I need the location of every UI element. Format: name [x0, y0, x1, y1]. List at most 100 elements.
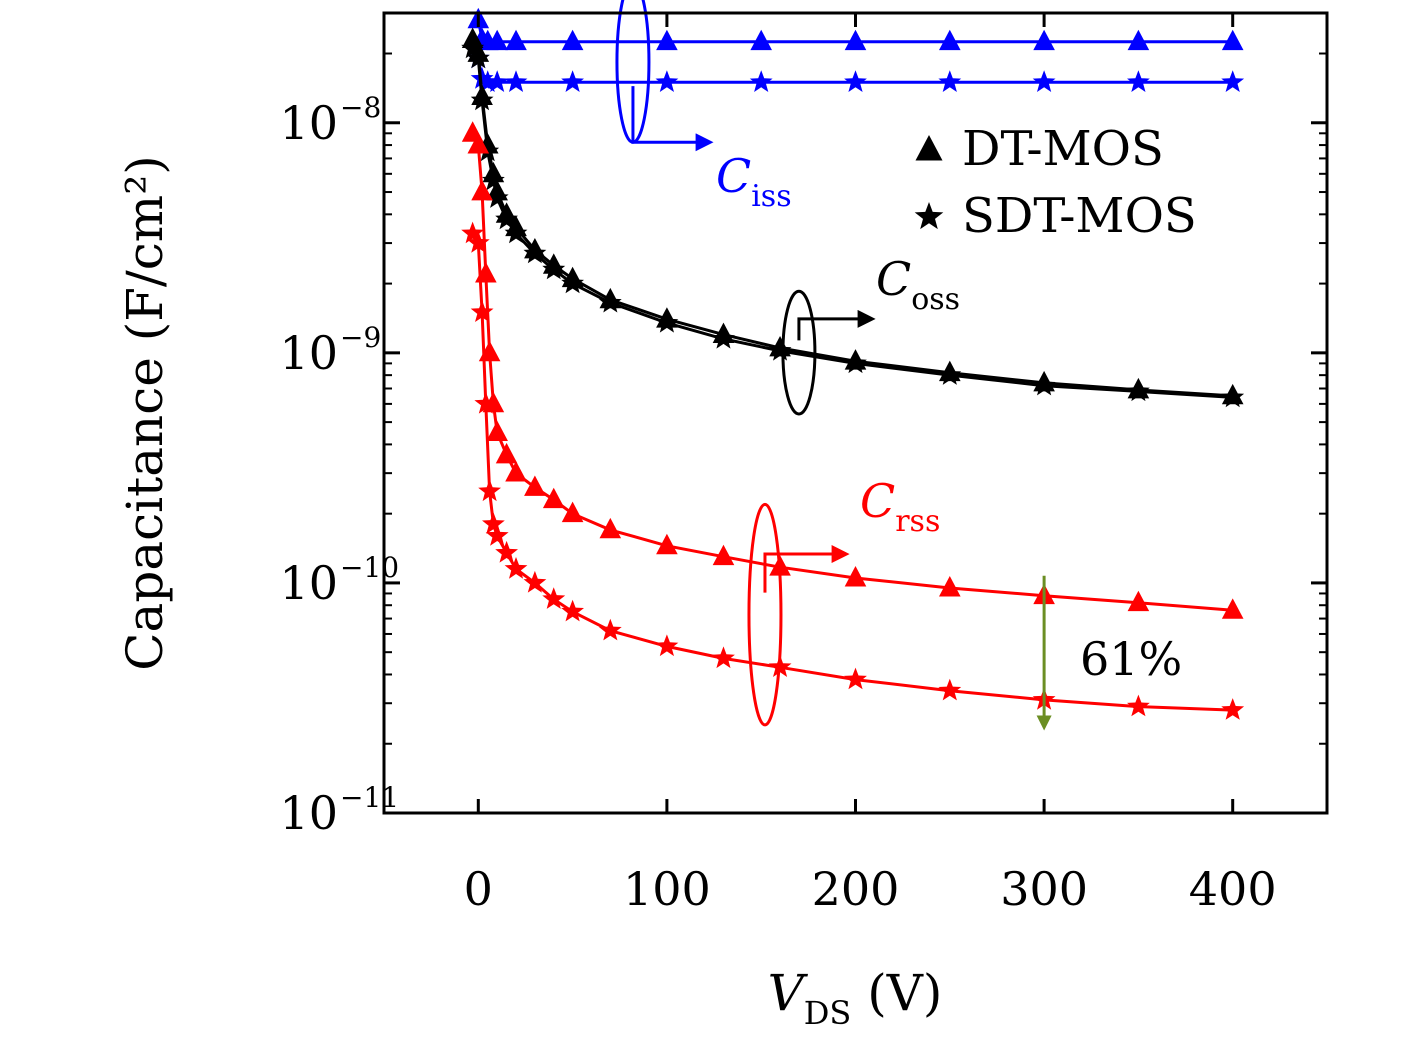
- data-point-crss-dt-mos: [561, 501, 584, 523]
- data-point-coss-sdt-mos: [523, 241, 547, 264]
- y-tick-label: 10: [279, 786, 338, 840]
- data-point-crss-sdt-mos: [542, 587, 566, 609]
- data-point-crss-sdt-mos: [1127, 694, 1150, 717]
- data-point-crss-sdt-mos: [485, 524, 509, 546]
- data-point-ciss-dt-mos: [939, 29, 961, 51]
- data-point-ciss-sdt-mos: [1221, 70, 1245, 92]
- data-point-coss-sdt-mos: [495, 207, 518, 230]
- data-point-ciss-sdt-mos: [749, 70, 773, 92]
- x-tick-label: 300: [1000, 862, 1088, 916]
- data-point-ciss-dt-mos: [750, 29, 772, 51]
- series-ciss-dt-mos: [467, 7, 1244, 51]
- data-point-coss-sdt-mos: [476, 139, 500, 162]
- annotation-layer: [615, 0, 1052, 731]
- legend: DT-MOS SDT-MOS: [914, 121, 1197, 244]
- legend-marker-star: [914, 202, 944, 230]
- data-point-crss-dt-mos: [542, 487, 565, 509]
- data-point-crss-dt-mos: [524, 475, 546, 496]
- y-tick-label: 10: [279, 556, 338, 610]
- y-tick-exponent: −10: [340, 551, 399, 584]
- legend-label-dt-mos: DT-MOS: [962, 121, 1164, 177]
- data-point-crss-sdt-mos: [712, 646, 735, 669]
- data-point-crss-sdt-mos: [844, 667, 867, 690]
- y-tick-exponent: −9: [340, 321, 381, 354]
- data-point-ciss-dt-mos: [561, 29, 584, 51]
- data-point-crss-sdt-mos: [561, 599, 584, 622]
- data-point-ciss-sdt-mos: [844, 70, 867, 92]
- y-tick-label: 10: [279, 326, 338, 380]
- data-point-crss-sdt-mos: [478, 479, 501, 502]
- data-point-crss-dt-mos: [712, 544, 735, 566]
- data-point-coss-sdt-mos: [485, 186, 509, 208]
- group-ellipse-crss: [747, 502, 783, 727]
- data-point-crss-dt-mos: [505, 461, 527, 482]
- data-point-crss-sdt-mos: [598, 618, 622, 641]
- data-point-coss-sdt-mos: [504, 221, 528, 244]
- legend-label-sdt-mos: SDT-MOS: [962, 188, 1197, 244]
- data-point-coss-sdt-mos: [1127, 379, 1150, 402]
- series-ciss-sdt-mos: [466, 46, 1245, 92]
- x-tick-label: 200: [812, 862, 900, 916]
- data-point-ciss-sdt-mos: [561, 70, 584, 92]
- data-point-ciss-dt-mos: [656, 29, 678, 51]
- group-ellipse-coss: [781, 289, 817, 416]
- data-point-crss-dt-mos: [1221, 598, 1244, 619]
- x-axis-label: VDS (V): [768, 964, 943, 1032]
- data-point-coss-sdt-mos: [461, 36, 485, 59]
- group-arrow-crss: [763, 545, 850, 593]
- data-point-crss-dt-mos: [599, 517, 622, 539]
- data-point-crss-sdt-mos: [523, 570, 547, 593]
- series-coss-sdt-mos: [461, 36, 1245, 408]
- data-point-ciss-sdt-mos: [504, 70, 528, 92]
- data-point-coss-sdt-mos: [655, 310, 679, 333]
- y-tick-label: 10: [279, 96, 338, 150]
- series-layer: [461, 7, 1245, 720]
- series-crss-dt-mos: [461, 121, 1244, 619]
- data-point-crss-dt-mos: [656, 533, 678, 555]
- data-point-coss-sdt-mos: [768, 338, 792, 361]
- data-point-ciss-dt-mos: [1221, 29, 1244, 51]
- data-point-ciss-dt-mos: [505, 29, 527, 51]
- reduction-label: 61%: [1080, 632, 1182, 686]
- data-point-ciss-sdt-mos: [655, 70, 679, 92]
- data-point-coss-sdt-mos: [844, 351, 867, 374]
- data-point-ciss-dt-mos: [486, 29, 508, 51]
- y-tick-exponent: −11: [340, 781, 399, 814]
- data-point-crss-sdt-mos: [461, 221, 485, 244]
- legend-marker-triangle: [915, 135, 943, 161]
- data-point-crss-sdt-mos: [495, 540, 518, 563]
- data-point-crss-sdt-mos: [466, 231, 490, 253]
- data-point-crss-dt-mos: [471, 180, 493, 201]
- data-point-ciss-sdt-mos: [1127, 70, 1150, 92]
- group-arrow-ciss: [631, 86, 714, 152]
- data-point-crss-sdt-mos: [474, 391, 498, 414]
- data-point-coss-sdt-mos: [542, 257, 566, 280]
- crss-label: Crss: [860, 474, 940, 539]
- data-point-crss-sdt-mos: [1221, 698, 1245, 720]
- data-point-crss-dt-mos: [939, 576, 961, 597]
- plot-frame: [382, 11, 1329, 815]
- data-point-ciss-dt-mos: [1033, 29, 1055, 51]
- data-point-coss-sdt-mos: [598, 290, 622, 313]
- data-point-coss-sdt-mos: [466, 46, 490, 69]
- data-point-crss-dt-mos: [495, 442, 518, 464]
- data-point-ciss-sdt-mos: [1032, 70, 1056, 92]
- series-crss-sdt-mos: [461, 221, 1245, 720]
- data-point-ciss-sdt-mos: [485, 70, 509, 92]
- y-axis-label: Capacitance (F/cm²): [116, 155, 174, 670]
- coss-label: Coss: [876, 252, 960, 317]
- data-point-crss-sdt-mos: [470, 300, 494, 322]
- data-point-coss-sdt-mos: [561, 271, 584, 294]
- x-tick-label: 0: [464, 862, 493, 916]
- data-point-crss-sdt-mos: [938, 678, 962, 701]
- x-tick-label: 400: [1189, 862, 1277, 916]
- data-point-crss-dt-mos: [486, 420, 508, 442]
- data-point-coss-sdt-mos: [482, 168, 505, 191]
- data-point-coss-sdt-mos: [1032, 373, 1056, 396]
- data-point-ciss-sdt-mos: [470, 67, 494, 89]
- data-point-crss-sdt-mos: [482, 512, 505, 534]
- data-point-crss-sdt-mos: [504, 557, 528, 579]
- data-point-ciss-sdt-mos: [476, 70, 500, 92]
- data-point-crss-dt-mos: [467, 133, 490, 154]
